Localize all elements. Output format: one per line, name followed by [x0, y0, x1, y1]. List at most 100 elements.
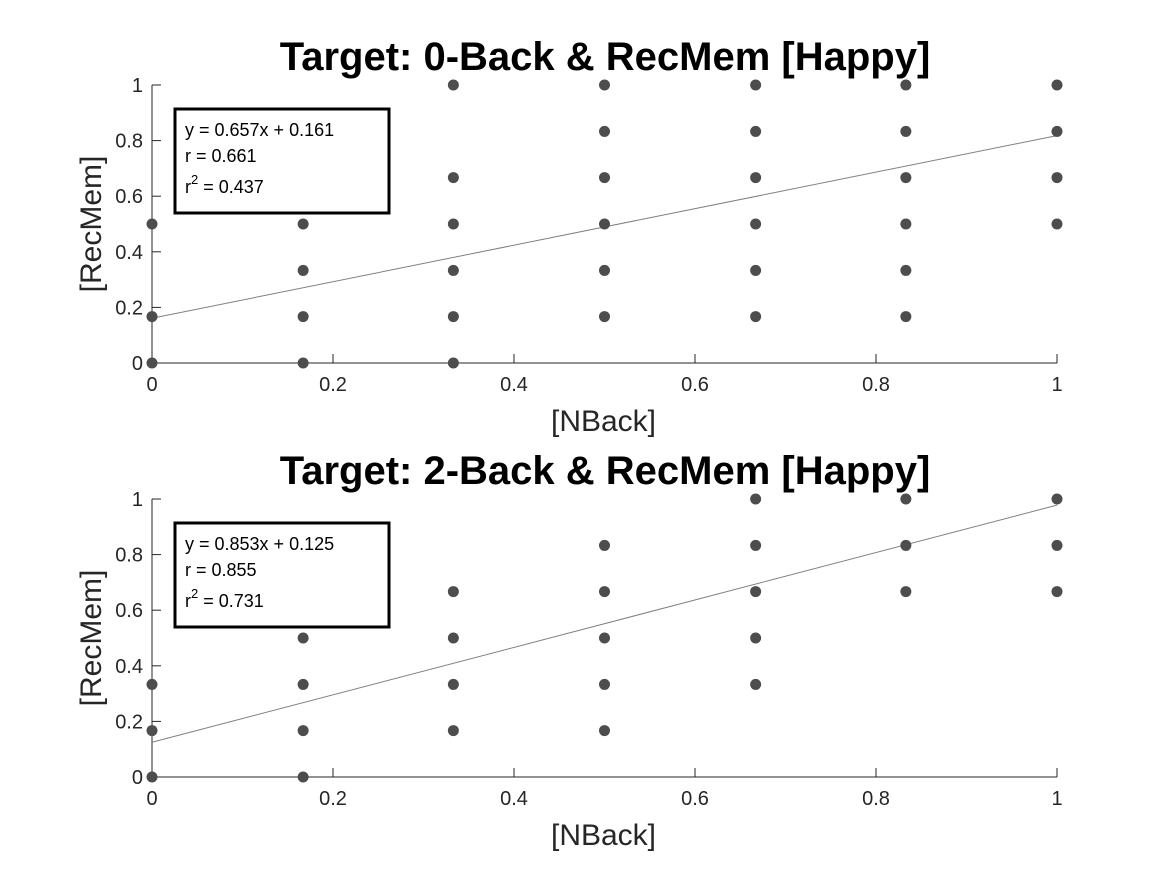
r-squared-base: r: [185, 177, 191, 197]
r-squared-text: r2 = 0.731: [185, 586, 264, 611]
data-point: [447, 172, 459, 184]
data-point: [750, 172, 762, 184]
data-point: [297, 771, 309, 783]
data-point: [297, 632, 309, 644]
chart-title: Target: 2-Back & RecMem [Happy]: [280, 449, 931, 493]
y-tick-label: 0.4: [115, 656, 143, 678]
x-tick-label: 0.6: [681, 788, 709, 810]
data-point: [146, 218, 158, 230]
data-point: [599, 632, 610, 644]
r-text: r = 0.661: [185, 146, 257, 166]
y-tick-label: 0: [132, 767, 143, 789]
data-point: [900, 311, 912, 323]
x-tick-label: 0: [146, 788, 157, 810]
data-point: [900, 172, 912, 184]
data-point: [297, 725, 309, 737]
scatter-panel-0back: Target: 0-Back & RecMem [Happy] 0 0.2 0.4 0.…: [75, 35, 1063, 438]
y-tick-label: 0: [132, 353, 143, 375]
r-squared-value: = 0.437: [198, 177, 264, 197]
x-tick-label: 1: [1051, 374, 1062, 396]
y-axis-label: [RecMem]: [75, 570, 108, 707]
r-squared-value: = 0.731: [198, 591, 264, 611]
r-squared-text: r2 = 0.437: [185, 172, 264, 197]
x-tick-label: 0.8: [862, 374, 890, 396]
y-tick-label: 0.6: [115, 600, 143, 622]
data-point: [750, 125, 762, 137]
data-point: [447, 311, 459, 323]
x-tick-label: 0.6: [681, 374, 709, 396]
data-point: [1051, 586, 1063, 598]
data-point: [750, 218, 762, 230]
data-point: [146, 357, 158, 369]
data-point: [447, 632, 459, 644]
r-squared-exponent: 2: [191, 172, 198, 187]
data-point: [900, 493, 912, 505]
data-point: [146, 311, 158, 323]
data-point: [447, 218, 459, 230]
data-point: [750, 264, 762, 276]
data-point: [599, 539, 610, 551]
chart-title: Target: 0-Back & RecMem [Happy]: [280, 35, 931, 79]
data-point: [447, 357, 459, 369]
data-point: [1051, 125, 1063, 137]
data-point: [447, 725, 459, 737]
data-point: [146, 725, 158, 737]
data-point: [447, 586, 459, 598]
y-tick-label: 1: [132, 75, 143, 97]
data-point: [599, 172, 610, 184]
data-point: [1051, 218, 1063, 230]
x-tick-label: 0.2: [319, 788, 347, 810]
data-point: [297, 264, 309, 276]
x-tick-label: 0.4: [500, 788, 528, 810]
data-point: [750, 632, 762, 644]
stats-box: [173, 107, 391, 215]
x-tick-label: 0.4: [500, 374, 528, 396]
data-point: [146, 771, 158, 783]
r-text: r = 0.855: [185, 560, 257, 580]
data-point: [297, 311, 309, 323]
y-tick-label: 1: [132, 489, 143, 511]
data-point: [750, 678, 762, 690]
data-point: [447, 678, 459, 690]
data-point: [900, 79, 912, 91]
data-point: [900, 125, 912, 137]
data-point: [900, 264, 912, 276]
data-point: [599, 264, 610, 276]
data-point: [599, 311, 610, 323]
data-point: [1051, 539, 1063, 551]
data-point: [599, 586, 610, 598]
data-point: [750, 539, 762, 551]
data-point: [750, 586, 762, 598]
stats-box: [173, 521, 391, 629]
x-tick-label: 1: [1051, 788, 1062, 810]
y-tick-label: 0.2: [115, 297, 143, 319]
equation-text: y = 0.657x + 0.161: [185, 120, 334, 140]
y-axis-label: [RecMem]: [75, 156, 108, 293]
data-point: [447, 264, 459, 276]
data-point: [750, 311, 762, 323]
x-axis-label: [NBack]: [551, 405, 656, 438]
y-tick-label: 0.2: [115, 711, 143, 733]
data-point: [146, 678, 158, 690]
x-tick-label: 0: [146, 374, 157, 396]
r-squared-base: r: [185, 591, 191, 611]
data-point: [1051, 172, 1063, 184]
data-point: [1051, 493, 1063, 505]
r-squared-exponent: 2: [191, 586, 198, 601]
data-point: [1051, 79, 1063, 91]
scatter-panel-2back: Target: 2-Back & RecMem [Happy] 0 0.2 0.4 0.…: [75, 449, 1063, 852]
data-point: [900, 586, 912, 598]
x-axis-label: [NBack]: [551, 819, 656, 852]
data-point: [900, 539, 912, 551]
data-point: [297, 678, 309, 690]
data-point: [750, 493, 762, 505]
data-point: [599, 79, 610, 91]
data-point: [599, 125, 610, 137]
data-point: [297, 218, 309, 230]
data-point: [750, 79, 762, 91]
data-point: [599, 218, 610, 230]
y-tick-label: 0.8: [115, 545, 143, 567]
y-tick-label: 0.8: [115, 131, 143, 153]
data-point: [900, 218, 912, 230]
